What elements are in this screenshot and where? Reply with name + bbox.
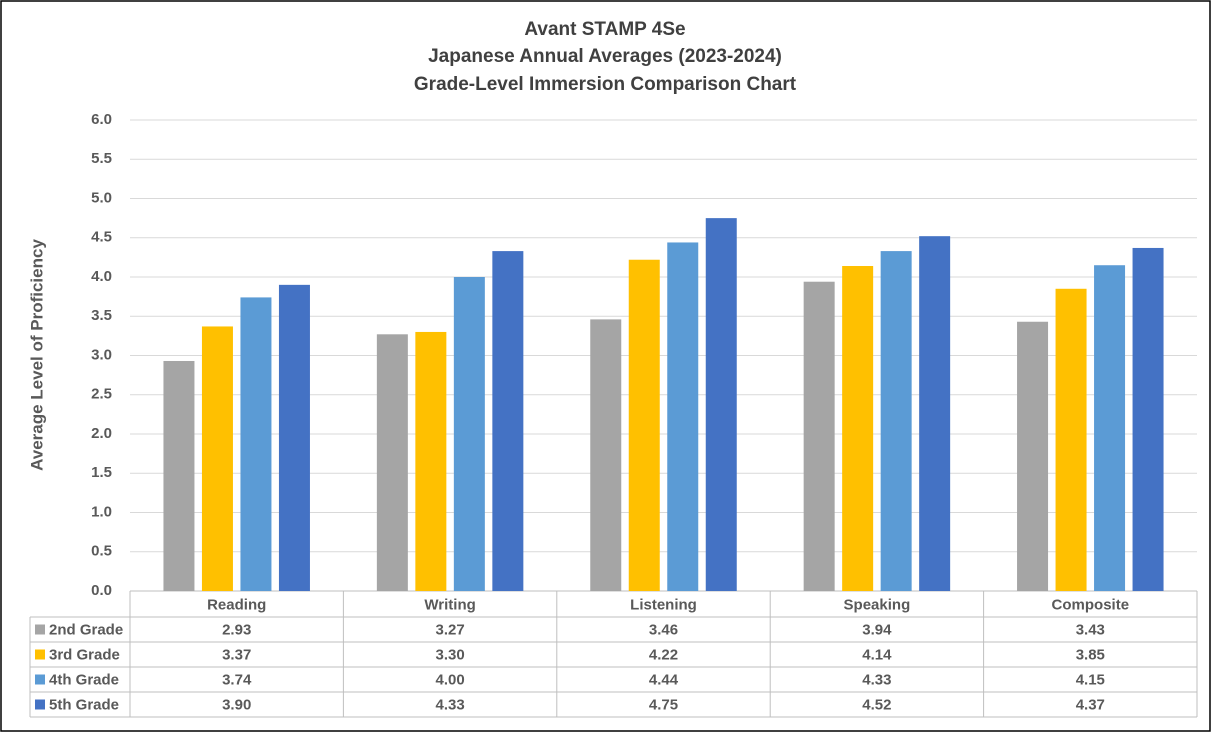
- legend-swatch: [35, 624, 45, 635]
- data-label: 3.30: [435, 646, 464, 663]
- bar: [705, 218, 737, 591]
- bar: [1132, 247, 1164, 591]
- bar: [240, 297, 272, 591]
- y-tick-label: 4.0: [91, 268, 112, 285]
- bar: [278, 284, 310, 591]
- y-tick-label: 0.0: [91, 582, 112, 599]
- data-label: 3.90: [222, 696, 251, 713]
- data-label: 2.93: [222, 621, 251, 638]
- legend-label: 4th Grade: [49, 671, 119, 688]
- bar: [376, 334, 408, 591]
- bar: [163, 360, 195, 591]
- legend-label: 5th Grade: [49, 696, 119, 713]
- bar: [842, 266, 874, 591]
- data-label: 3.74: [222, 671, 252, 688]
- x-tick-label: Composite: [1052, 596, 1130, 613]
- x-tick-label: Reading: [207, 596, 266, 613]
- chart-title: Grade-Level Immersion Comparison Chart: [414, 74, 797, 95]
- legend-label: 3rd Grade: [49, 646, 120, 663]
- y-tick-label: 6.0: [91, 111, 112, 128]
- data-label: 3.27: [435, 621, 464, 638]
- y-tick-label: 3.0: [91, 346, 112, 363]
- x-tick-label: Speaking: [844, 596, 911, 613]
- legend-label: 2nd Grade: [49, 621, 123, 638]
- data-label: 4.44: [649, 671, 679, 688]
- data-label: 4.52: [862, 696, 891, 713]
- bar: [415, 331, 447, 591]
- bar: [1094, 265, 1126, 591]
- bar: [803, 281, 835, 591]
- data-label: 4.00: [435, 671, 464, 688]
- bar: [880, 251, 912, 591]
- y-tick-label: 1.0: [91, 503, 112, 520]
- bar: [919, 236, 951, 591]
- y-tick-label: 3.5: [91, 307, 112, 324]
- legend-swatch: [35, 649, 45, 660]
- bar: [667, 242, 699, 591]
- bar: [492, 251, 524, 591]
- y-tick-label: 2.5: [91, 386, 112, 403]
- data-label: 4.22: [649, 646, 678, 663]
- y-tick-label: 1.5: [91, 464, 112, 481]
- bar: [201, 326, 233, 591]
- data-label: 4.14: [862, 646, 892, 663]
- x-tick-label: Writing: [424, 596, 475, 613]
- y-tick-label: 5.0: [91, 189, 112, 206]
- y-tick-label: 0.5: [91, 543, 112, 560]
- chart-title: Japanese Annual Averages (2023-2024): [428, 46, 782, 67]
- data-label: 4.33: [435, 696, 464, 713]
- bar: [1055, 288, 1087, 591]
- bar: [453, 277, 485, 591]
- y-tick-label: 5.5: [91, 150, 112, 167]
- x-tick-label: Listening: [630, 596, 697, 613]
- data-label: 3.46: [649, 621, 678, 638]
- y-tick-label: 4.5: [91, 229, 112, 246]
- legend-swatch: [35, 699, 45, 710]
- bar: [590, 319, 622, 591]
- data-label: 3.94: [862, 621, 892, 638]
- bar: [1017, 321, 1049, 591]
- data-label: 4.15: [1076, 671, 1105, 688]
- data-label: 3.43: [1076, 621, 1105, 638]
- legend-swatch: [35, 674, 45, 685]
- chart-title: Avant STAMP 4Se: [524, 19, 685, 40]
- data-label: 4.37: [1076, 696, 1105, 713]
- data-label: 3.85: [1076, 646, 1105, 663]
- y-axis-label: Average Level of Proficiency: [27, 239, 46, 471]
- data-label: 4.75: [649, 696, 678, 713]
- data-label: 3.37: [222, 646, 251, 663]
- data-label: 4.33: [862, 671, 891, 688]
- y-tick-label: 2.0: [91, 425, 112, 442]
- bar: [628, 259, 660, 591]
